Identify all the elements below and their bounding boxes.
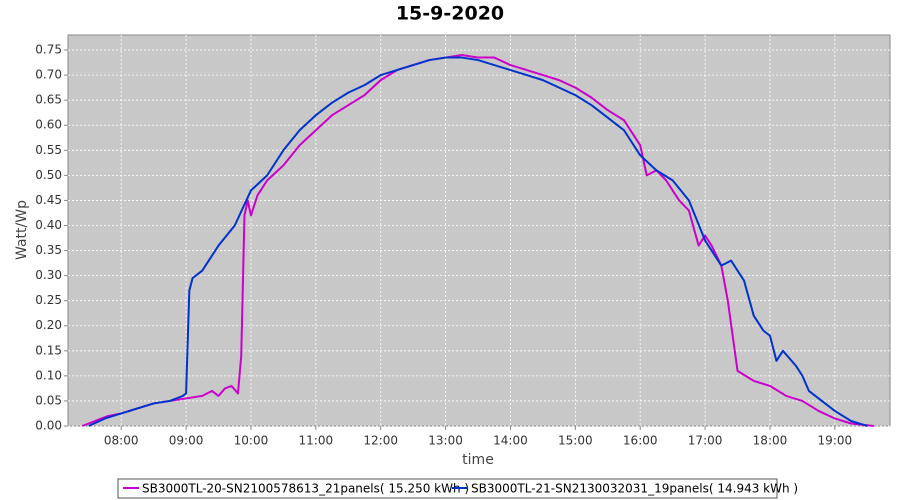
x-tick-label: 15:00 <box>558 434 593 448</box>
x-tick-label: 13:00 <box>428 434 463 448</box>
y-tick-label: 0.15 <box>35 343 62 357</box>
x-tick-label: 19:00 <box>818 434 853 448</box>
y-tick-label: 0.25 <box>35 293 62 307</box>
chart-title: 15-9-2020 <box>396 3 504 25</box>
y-tick-label: 0.75 <box>35 43 62 57</box>
x-tick-label: 09:00 <box>169 434 204 448</box>
y-tick-label: 0.20 <box>35 318 62 332</box>
x-tick-label: 14:00 <box>493 434 528 448</box>
y-tick-label: 0.65 <box>35 93 62 107</box>
y-tick-label: 0.50 <box>35 168 62 182</box>
y-tick-label: 0.40 <box>35 218 62 232</box>
y-tick-label: 0.05 <box>35 393 62 407</box>
x-tick-label: 17:00 <box>688 434 723 448</box>
x-tick-label: 08:00 <box>104 434 139 448</box>
legend-label: SB3000TL-20-SN2100578613_21panels( 15.25… <box>142 482 469 496</box>
x-axis-label: time <box>462 452 494 468</box>
x-tick-label: 11:00 <box>299 434 334 448</box>
y-tick-label: 0.10 <box>35 368 62 382</box>
legend-label: SB3000TL-21-SN2130032031_19panels( 14.94… <box>471 482 798 496</box>
y-tick-label: 0.70 <box>35 68 62 82</box>
y-tick-label: 0.00 <box>35 419 62 433</box>
plot-area <box>67 34 891 427</box>
y-tick-label: 0.55 <box>35 143 62 157</box>
y-tick-label: 0.35 <box>35 243 62 257</box>
y-tick-label: 0.45 <box>35 193 62 207</box>
y-tick-label: 0.60 <box>35 118 62 132</box>
y-tick-label: 0.30 <box>35 268 62 282</box>
x-tick-label: 12:00 <box>363 434 398 448</box>
x-tick-label: 16:00 <box>623 434 658 448</box>
x-tick-label: 18:00 <box>753 434 788 448</box>
legend <box>117 478 778 499</box>
x-tick-label: 10:00 <box>234 434 269 448</box>
series-line <box>88 56 868 427</box>
y-axis-label: Watt/Wp <box>14 200 30 260</box>
